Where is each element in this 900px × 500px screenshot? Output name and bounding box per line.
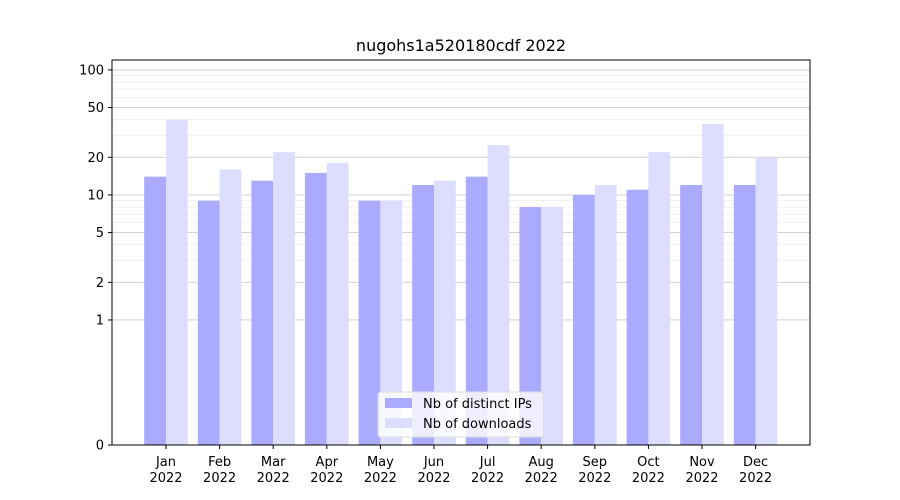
bar-downloads — [541, 207, 563, 445]
x-tick-label: May 2022 — [364, 455, 397, 486]
bar-downloads — [487, 145, 510, 445]
x-tick-label: Sep 2022 — [578, 455, 611, 486]
y-tick-label: 20 — [87, 151, 104, 166]
bar-ips — [412, 185, 434, 445]
bar-downloads — [755, 157, 778, 445]
bar-ips — [626, 189, 649, 445]
chart-title: nugohs1a520180cdf 2022 — [356, 36, 566, 55]
bar-ips — [680, 185, 702, 445]
legend-swatch — [385, 418, 412, 428]
bar-ips — [465, 176, 488, 445]
bar-downloads — [434, 180, 456, 445]
x-axis: Jan 2022 Feb 2022 Mar 2022 Apr 2022 May 2022 Jun 20… — [149, 445, 772, 486]
bar-ips — [573, 194, 595, 445]
x-tick-label: Apr 2022 — [310, 455, 343, 486]
bar-downloads — [326, 163, 349, 445]
legend-label: Nb of downloads — [423, 417, 532, 432]
bar-ips — [519, 207, 542, 445]
bar-downloads — [166, 119, 188, 446]
bar-ips — [358, 200, 381, 445]
x-tick-label: Mar 2022 — [257, 455, 290, 486]
y-tick-label: 50 — [87, 101, 104, 116]
bar-ips — [144, 176, 166, 445]
y-tick-label: 5 — [96, 226, 104, 241]
bar-ips — [733, 185, 756, 445]
bar-ips — [197, 200, 220, 445]
y-axis: 0 1 2 5 10 20 50 100 — [79, 63, 112, 454]
y-tick-label: 100 — [79, 63, 104, 78]
legend-box — [377, 391, 544, 438]
bar-downloads — [594, 185, 617, 445]
x-tick-label: Jan 2022 — [149, 455, 182, 486]
bar-downloads — [380, 200, 403, 445]
legend-swatch — [385, 398, 412, 408]
bar-ips — [251, 180, 274, 445]
x-tick-label: Aug 2022 — [525, 455, 558, 486]
x-tick-label: Dec 2022 — [739, 455, 772, 486]
bar-downloads — [273, 152, 295, 445]
x-tick-label: Oct 2022 — [632, 455, 665, 486]
bar-downloads — [219, 169, 242, 445]
x-tick-label: Nov 2022 — [685, 455, 718, 486]
x-tick-label: Feb 2022 — [203, 455, 236, 486]
x-tick-label: Jul 2022 — [471, 455, 504, 486]
bar-ips — [305, 172, 327, 445]
y-tick-label: 1 — [96, 313, 104, 328]
y-tick-label: 0 — [96, 439, 104, 454]
bar-downloads — [702, 123, 724, 445]
bar-downloads — [648, 152, 671, 445]
bars — [144, 119, 778, 446]
y-tick-label: 10 — [87, 188, 104, 203]
y-tick-label: 2 — [96, 276, 104, 291]
legend-label: Nb of distinct IPs — [423, 397, 532, 412]
plot-frame — [111, 59, 811, 446]
legend: Nb of distinct IPs Nb of downloads — [377, 391, 544, 438]
x-tick-label: Jun 2022 — [417, 455, 450, 486]
